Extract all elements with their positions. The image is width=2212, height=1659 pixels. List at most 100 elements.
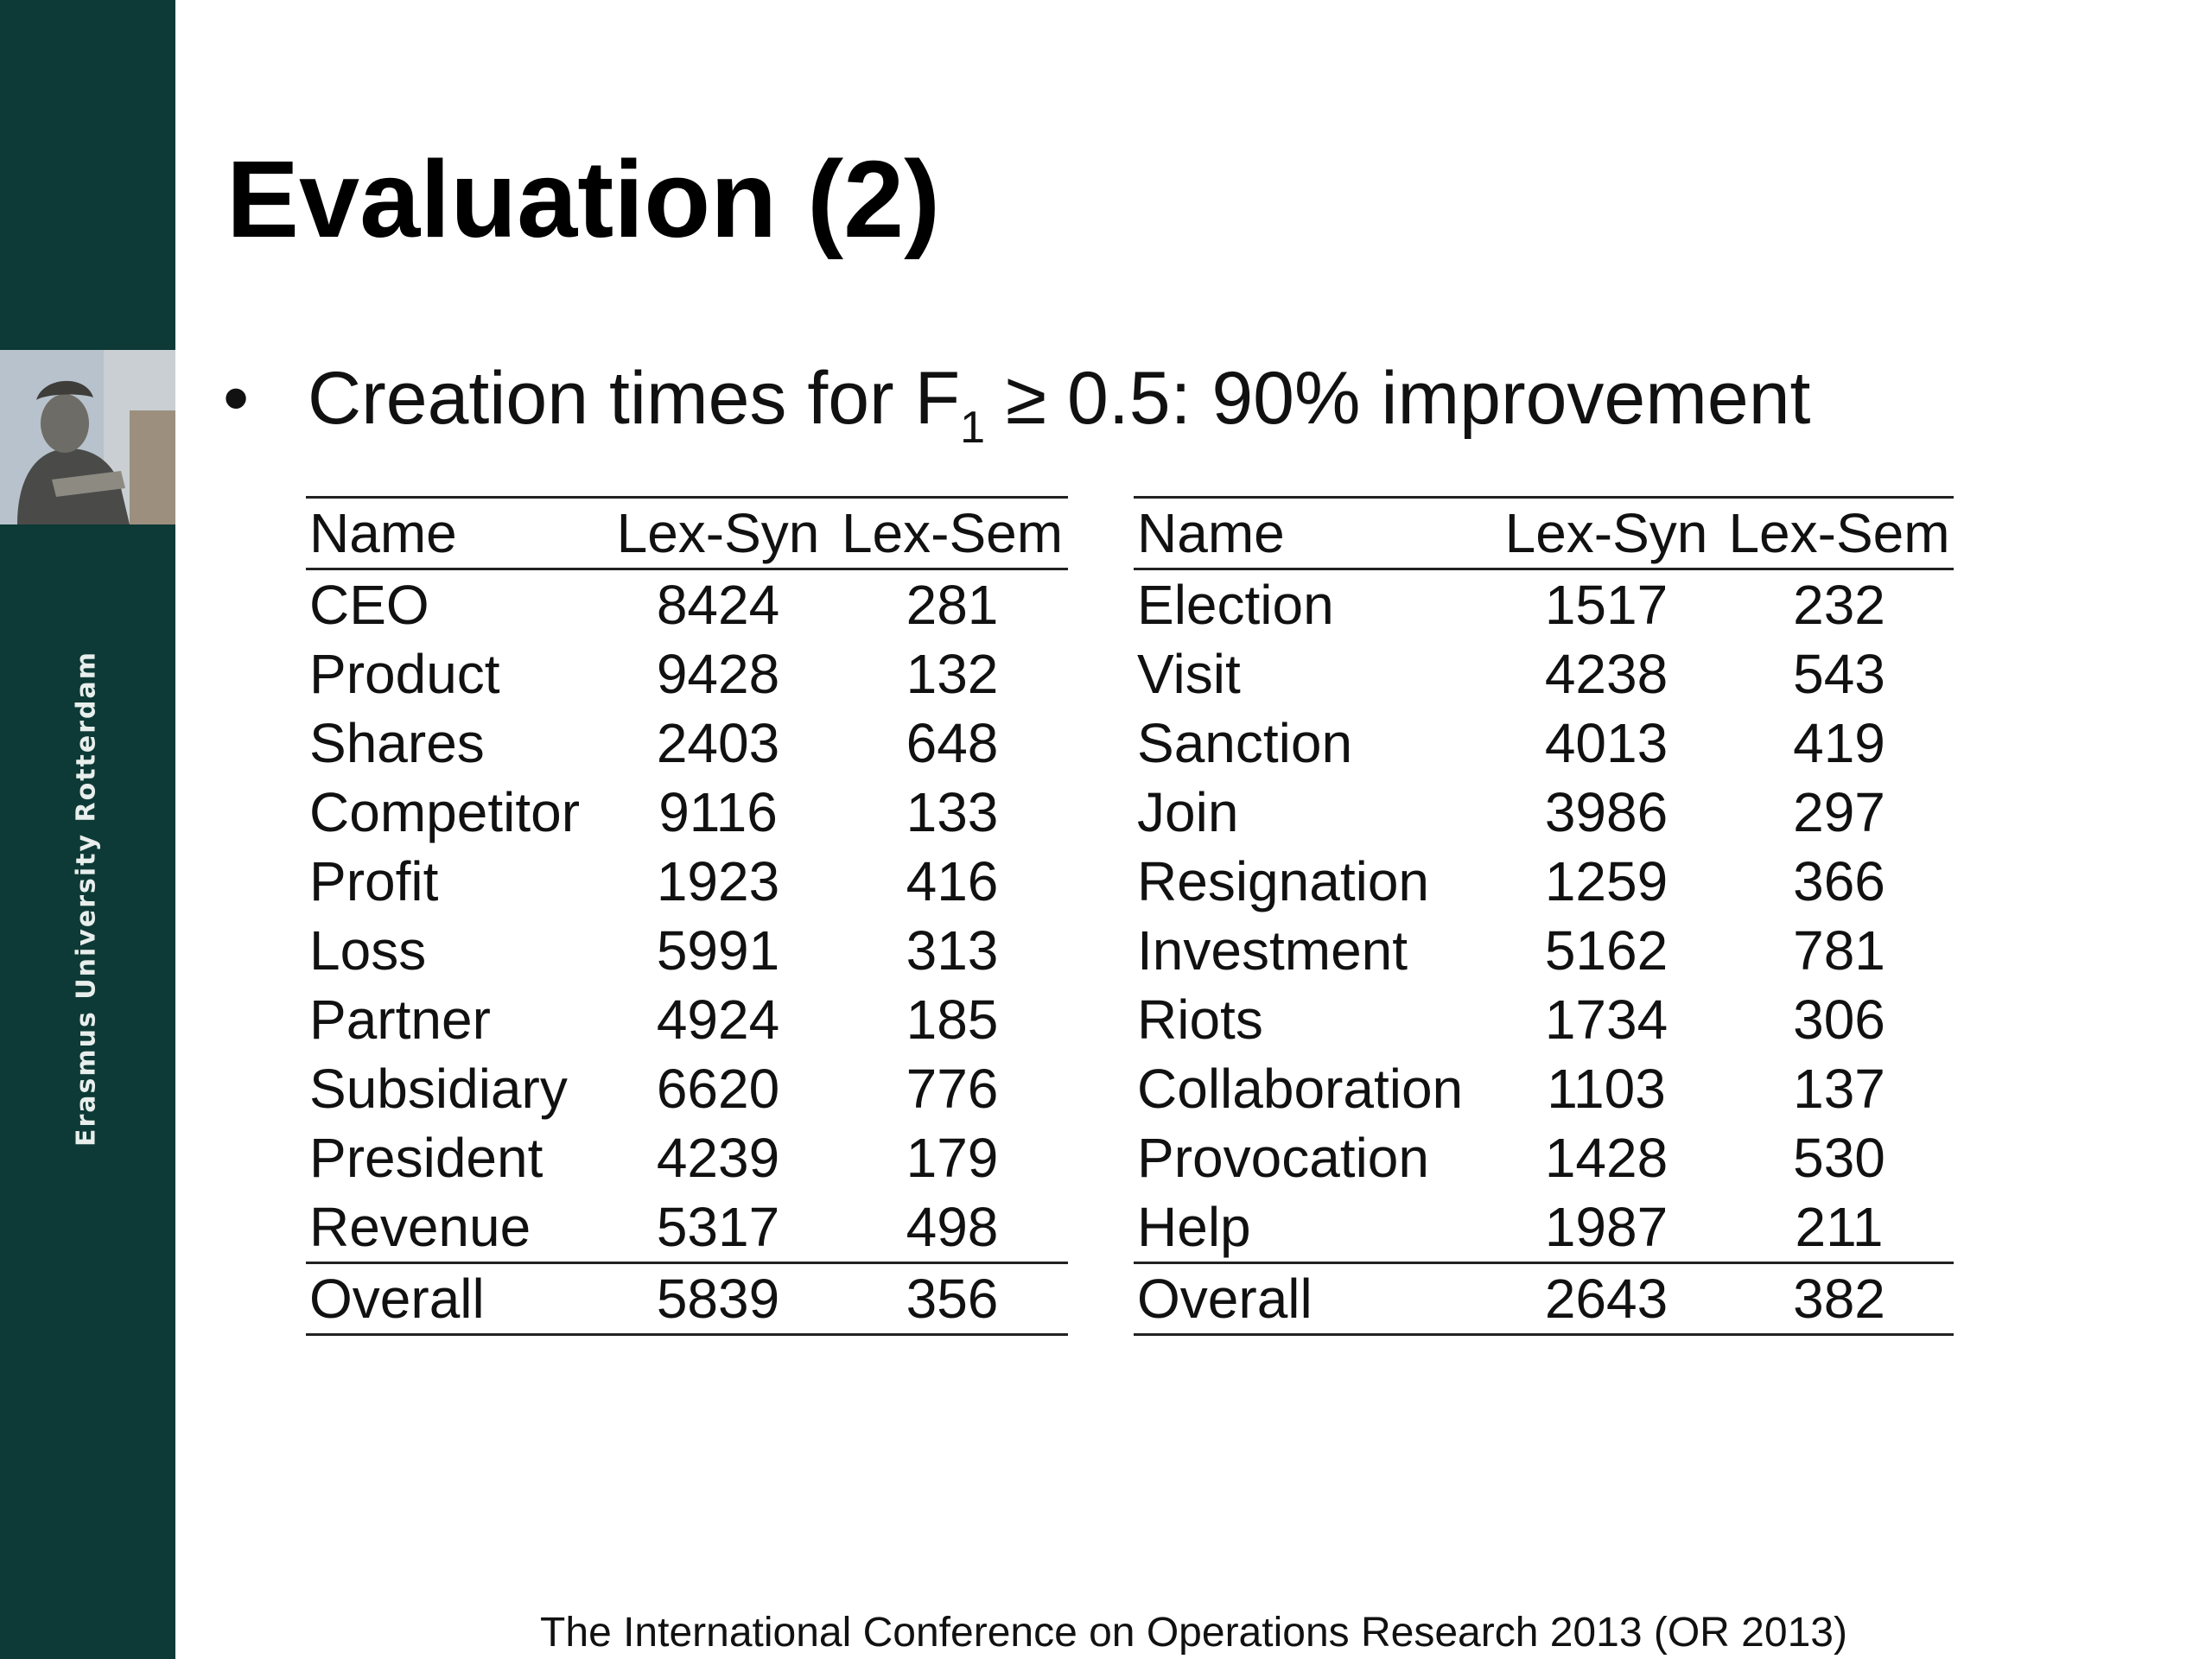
row-lex-sem: 776 bbox=[906, 1058, 999, 1120]
row-lex-syn: 9428 bbox=[656, 643, 780, 705]
row-lex-syn: 6620 bbox=[656, 1058, 780, 1120]
row-lex-syn: 4013 bbox=[1544, 712, 1669, 774]
portrait-graphic bbox=[0, 350, 175, 524]
row-lex-syn: 5317 bbox=[656, 1196, 780, 1258]
bullet-text: Creation times for F1 ≥ 0.5: 90% improve… bbox=[308, 357, 1811, 450]
row-lex-syn: 3986 bbox=[1544, 781, 1669, 843]
row-lex-syn: 4924 bbox=[656, 988, 780, 1051]
table-row: Investment 5162 781 bbox=[1134, 916, 1954, 985]
row-lex-syn: 9116 bbox=[658, 781, 778, 843]
table-row: Join 3986 297 bbox=[1134, 778, 1954, 847]
row-lex-sem: 179 bbox=[906, 1127, 999, 1189]
row-name: Profit bbox=[309, 850, 439, 912]
column-header-lex-syn: Lex-Syn bbox=[1504, 502, 1708, 564]
creation-times-table-left: Name Lex-Syn Lex-Sem CEO 8424 281 Product 9… bbox=[306, 496, 1068, 1336]
sidebar: Erasmus University Rotterdam bbox=[0, 0, 175, 1659]
row-name: Visit bbox=[1137, 643, 1241, 705]
table-row: Subsidiary 6620 776 bbox=[306, 1054, 1068, 1123]
row-name: Help bbox=[1137, 1196, 1251, 1258]
row-lex-sem: 313 bbox=[906, 919, 999, 982]
table-header-row: Name Lex-Syn Lex-Sem bbox=[1134, 498, 1954, 569]
row-lex-syn: 1428 bbox=[1544, 1127, 1669, 1189]
creation-times-table-right: Name Lex-Syn Lex-Sem Election 1517 232 Vis… bbox=[1134, 496, 1954, 1336]
row-lex-sem: 366 bbox=[1793, 850, 1885, 912]
row-name: CEO bbox=[309, 574, 429, 636]
row-name: Subsidiary bbox=[309, 1058, 568, 1120]
row-lex-sem: 211 bbox=[1795, 1196, 1884, 1258]
overall-lex-sem: 356 bbox=[906, 1268, 999, 1330]
table-row: Revenue 5317 498 bbox=[306, 1192, 1068, 1263]
table-row: CEO 8424 281 bbox=[306, 569, 1068, 640]
overall-lex-syn: 2643 bbox=[1544, 1268, 1669, 1330]
row-lex-sem: 281 bbox=[906, 574, 999, 636]
row-lex-syn: 4239 bbox=[656, 1127, 780, 1189]
row-lex-sem: 543 bbox=[1793, 643, 1885, 705]
row-name: Collaboration bbox=[1137, 1058, 1464, 1120]
overall-lex-sem: 382 bbox=[1793, 1268, 1885, 1330]
column-header-lex-sem: Lex-Sem bbox=[841, 502, 1064, 564]
row-name: Revenue bbox=[309, 1196, 531, 1258]
row-lex-syn: 5991 bbox=[656, 919, 780, 982]
row-name: Product bbox=[309, 643, 500, 705]
row-lex-sem: 297 bbox=[1793, 781, 1885, 843]
table-row: Collaboration 1103 137 bbox=[1134, 1054, 1954, 1123]
row-lex-syn: 1923 bbox=[656, 850, 780, 912]
table-row: Product 9428 132 bbox=[306, 639, 1068, 709]
row-name: Resignation bbox=[1137, 850, 1429, 912]
row-lex-sem: 132 bbox=[906, 643, 999, 705]
slide-footer: The International Conference on Operatio… bbox=[540, 1610, 1847, 1656]
table-header-row: Name Lex-Syn Lex-Sem bbox=[306, 498, 1068, 569]
table-row: Help 1987 211 bbox=[1134, 1192, 1954, 1263]
row-lex-sem: 416 bbox=[906, 850, 999, 912]
university-brand-text: Erasmus University Rotterdam bbox=[71, 651, 102, 1147]
column-header-name: Name bbox=[1137, 502, 1285, 564]
row-name: Join bbox=[1137, 781, 1239, 843]
bullet-text-before: Creation times for F bbox=[308, 357, 961, 440]
table-row: Provocation 1428 530 bbox=[1134, 1123, 1954, 1192]
table-row: Sanction 4013 419 bbox=[1134, 709, 1954, 778]
row-lex-sem: 648 bbox=[906, 712, 999, 774]
column-header-lex-sem: Lex-Sem bbox=[1728, 502, 1950, 564]
column-header-lex-syn: Lex-Syn bbox=[616, 502, 820, 564]
bullet-text-after: ≥ 0.5: 90% improvement bbox=[985, 357, 1811, 440]
row-name: Competitor bbox=[309, 781, 580, 843]
table-overall-row: Overall 5839 356 bbox=[306, 1262, 1068, 1335]
row-lex-syn: 1517 bbox=[1544, 574, 1669, 636]
table-row: Riots 1734 306 bbox=[1134, 985, 1954, 1054]
row-lex-sem: 306 bbox=[1793, 988, 1885, 1051]
bullet-point: • Creation times for F1 ≥ 0.5: 90% improv… bbox=[223, 361, 1810, 450]
table-row: Partner 4924 185 bbox=[306, 985, 1068, 1054]
row-lex-syn: 8424 bbox=[656, 574, 780, 636]
table-row: Resignation 1259 366 bbox=[1134, 847, 1954, 916]
row-name: Investment bbox=[1137, 919, 1408, 982]
table-row: Shares 2403 648 bbox=[306, 709, 1068, 778]
table-overall-row: Overall 2643 382 bbox=[1134, 1262, 1954, 1335]
row-lex-syn: 1734 bbox=[1544, 988, 1669, 1051]
overall-label: Overall bbox=[309, 1268, 485, 1330]
slide-title: Evaluation (2) bbox=[226, 138, 941, 260]
row-lex-sem: 137 bbox=[1793, 1058, 1885, 1120]
overall-label: Overall bbox=[1137, 1268, 1313, 1330]
bullet-subscript: 1 bbox=[960, 403, 986, 453]
row-lex-syn: 2403 bbox=[656, 712, 780, 774]
row-name: Loss bbox=[309, 919, 427, 982]
row-name: Election bbox=[1137, 574, 1334, 636]
row-lex-sem: 530 bbox=[1793, 1127, 1885, 1189]
row-name: President bbox=[309, 1127, 543, 1189]
row-lex-syn: 5162 bbox=[1544, 919, 1669, 982]
row-name: Sanction bbox=[1137, 712, 1353, 774]
erasmus-portrait-image bbox=[0, 350, 175, 524]
row-lex-sem: 498 bbox=[906, 1196, 999, 1258]
row-name: Provocation bbox=[1137, 1127, 1429, 1189]
row-lex-sem: 185 bbox=[906, 988, 999, 1051]
row-lex-syn: 1259 bbox=[1544, 850, 1669, 912]
table-row: President 4239 179 bbox=[306, 1123, 1068, 1192]
row-lex-syn: 4238 bbox=[1544, 643, 1669, 705]
row-name: Shares bbox=[309, 712, 485, 774]
column-header-name: Name bbox=[309, 502, 457, 564]
table-row: Profit 1923 416 bbox=[306, 847, 1068, 916]
table-row: Competitor 9116 133 bbox=[306, 778, 1068, 847]
row-lex-sem: 781 bbox=[1793, 919, 1885, 982]
row-lex-sem: 232 bbox=[1793, 574, 1885, 636]
overall-lex-syn: 5839 bbox=[656, 1268, 780, 1330]
